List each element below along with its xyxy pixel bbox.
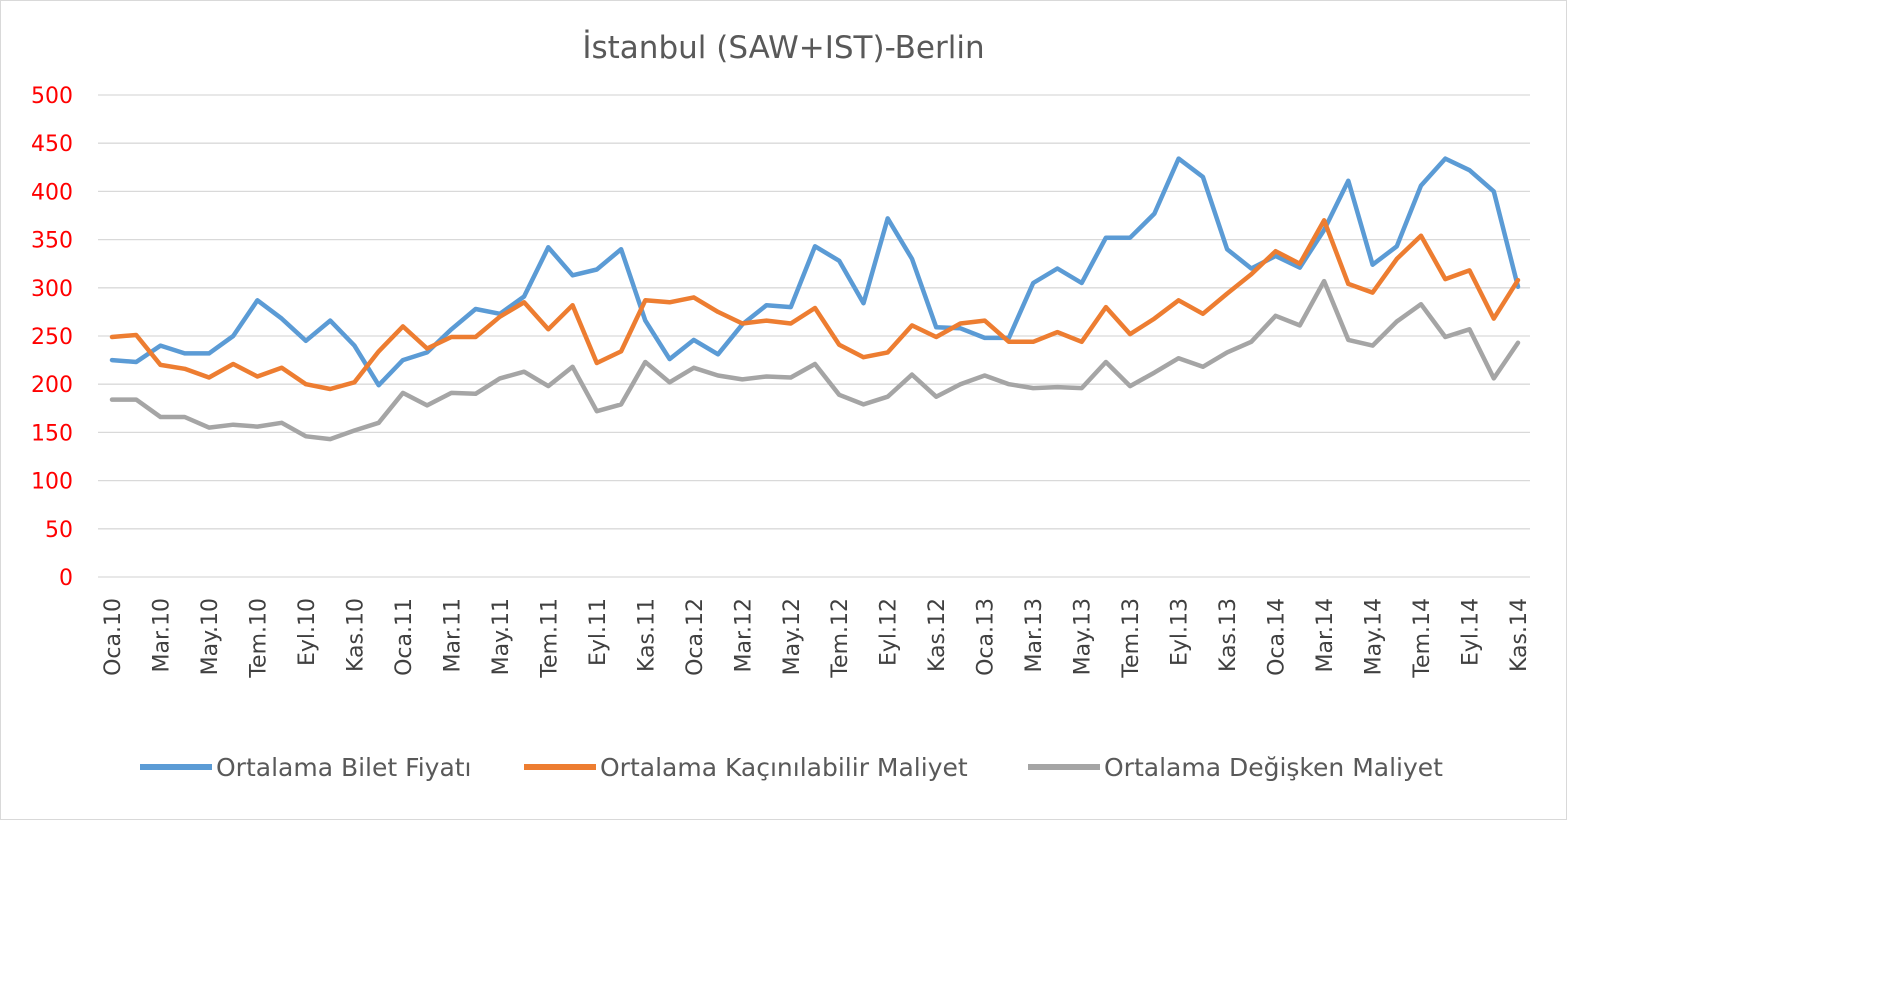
x-tick-label: Kas.10: [343, 598, 368, 672]
x-tick-label: Mar.10: [149, 598, 174, 672]
chart-legend: Ortalama Bilet Fiyatı Ortalama Kaçınılab…: [0, 752, 1567, 782]
x-tick-label: Eyl.13: [1168, 598, 1193, 666]
series-line-2: [109, 218, 1521, 392]
legend-label-degisken-maliyet: Ortalama Değişken Maliyet: [1104, 752, 1443, 782]
legend-label-bilet-fiyati: Ortalama Bilet Fiyatı: [216, 752, 472, 782]
line-chart: 0 50 100 150 200 250 300 350 400 450 500 Oca.10 Mar.…: [31, 84, 1532, 679]
x-tick-label: Eyl.12: [877, 598, 902, 666]
x-tick-label: Oca.10: [101, 598, 126, 676]
x-tick-label: May.10: [198, 598, 223, 675]
x-tick-label: Tem.10: [246, 598, 271, 679]
x-tick-label: Kas.13: [1216, 598, 1241, 672]
x-tick-label: Eyl.10: [295, 598, 320, 666]
legend-item-degisken-maliyet: Ortalama Değişken Maliyet: [1028, 752, 1443, 782]
y-tick-label: 200: [31, 373, 73, 398]
y-tick-label: 150: [31, 421, 73, 446]
series-line-3: [109, 278, 1521, 442]
chart-title: İstanbul (SAW+IST)-Berlin: [582, 30, 985, 66]
x-tick-label: Mar.14: [1313, 598, 1338, 672]
x-tick-label: Eyl.11: [586, 598, 611, 666]
x-tick-label: Oca.14: [1265, 598, 1290, 676]
y-tick-label: 400: [31, 180, 73, 205]
y-tick-label: 100: [31, 470, 73, 495]
x-tick-label: Mar.12: [731, 598, 756, 672]
x-tick-label: Kas.11: [634, 598, 659, 672]
y-tick-label: 500: [31, 84, 73, 109]
legend-item-kacinilabilir-maliyet: Ortalama Kaçınılabilir Maliyet: [524, 752, 968, 782]
series-line-1: [109, 156, 1521, 388]
y-tick-label: 0: [59, 566, 73, 591]
x-tick-label: Oca.12: [683, 598, 708, 676]
x-tick-label: May.14: [1362, 598, 1387, 675]
x-tick-label: Eyl.14: [1459, 598, 1484, 666]
legend-label-kacinilabilir-maliyet: Ortalama Kaçınılabilir Maliyet: [600, 752, 968, 782]
x-tick-label: May.13: [1071, 598, 1096, 675]
x-tick-label: Oca.13: [974, 598, 999, 676]
legend-swatch-bilet-fiyati: [140, 764, 212, 770]
y-tick-label: 250: [31, 325, 73, 350]
x-tick-label: Tem.14: [1410, 598, 1435, 679]
y-tick-label: 350: [31, 229, 73, 254]
legend-item-bilet-fiyati: Ortalama Bilet Fiyatı: [140, 752, 472, 782]
y-tick-label: 450: [31, 132, 73, 157]
x-tick-label: Tem.11: [537, 598, 562, 679]
x-tick-label: Tem.13: [1119, 598, 1144, 679]
x-tick-label: May.12: [780, 598, 805, 675]
x-tick-label: Oca.11: [392, 598, 417, 676]
x-tick-label: Mar.11: [440, 598, 465, 672]
x-tick-label: Tem.12: [828, 598, 853, 679]
x-tick-label: Kas.14: [1507, 598, 1532, 672]
legend-swatch-kacinilabilir-maliyet: [524, 764, 596, 770]
x-tick-label: Mar.13: [1022, 598, 1047, 672]
chart-frame: [0, 0, 1567, 820]
legend-swatch-degisken-maliyet: [1028, 764, 1100, 770]
x-tick-label: Kas.12: [925, 598, 950, 672]
y-tick-label: 300: [31, 277, 73, 302]
y-tick-label: 50: [45, 518, 73, 543]
x-tick-label: May.11: [489, 598, 514, 675]
